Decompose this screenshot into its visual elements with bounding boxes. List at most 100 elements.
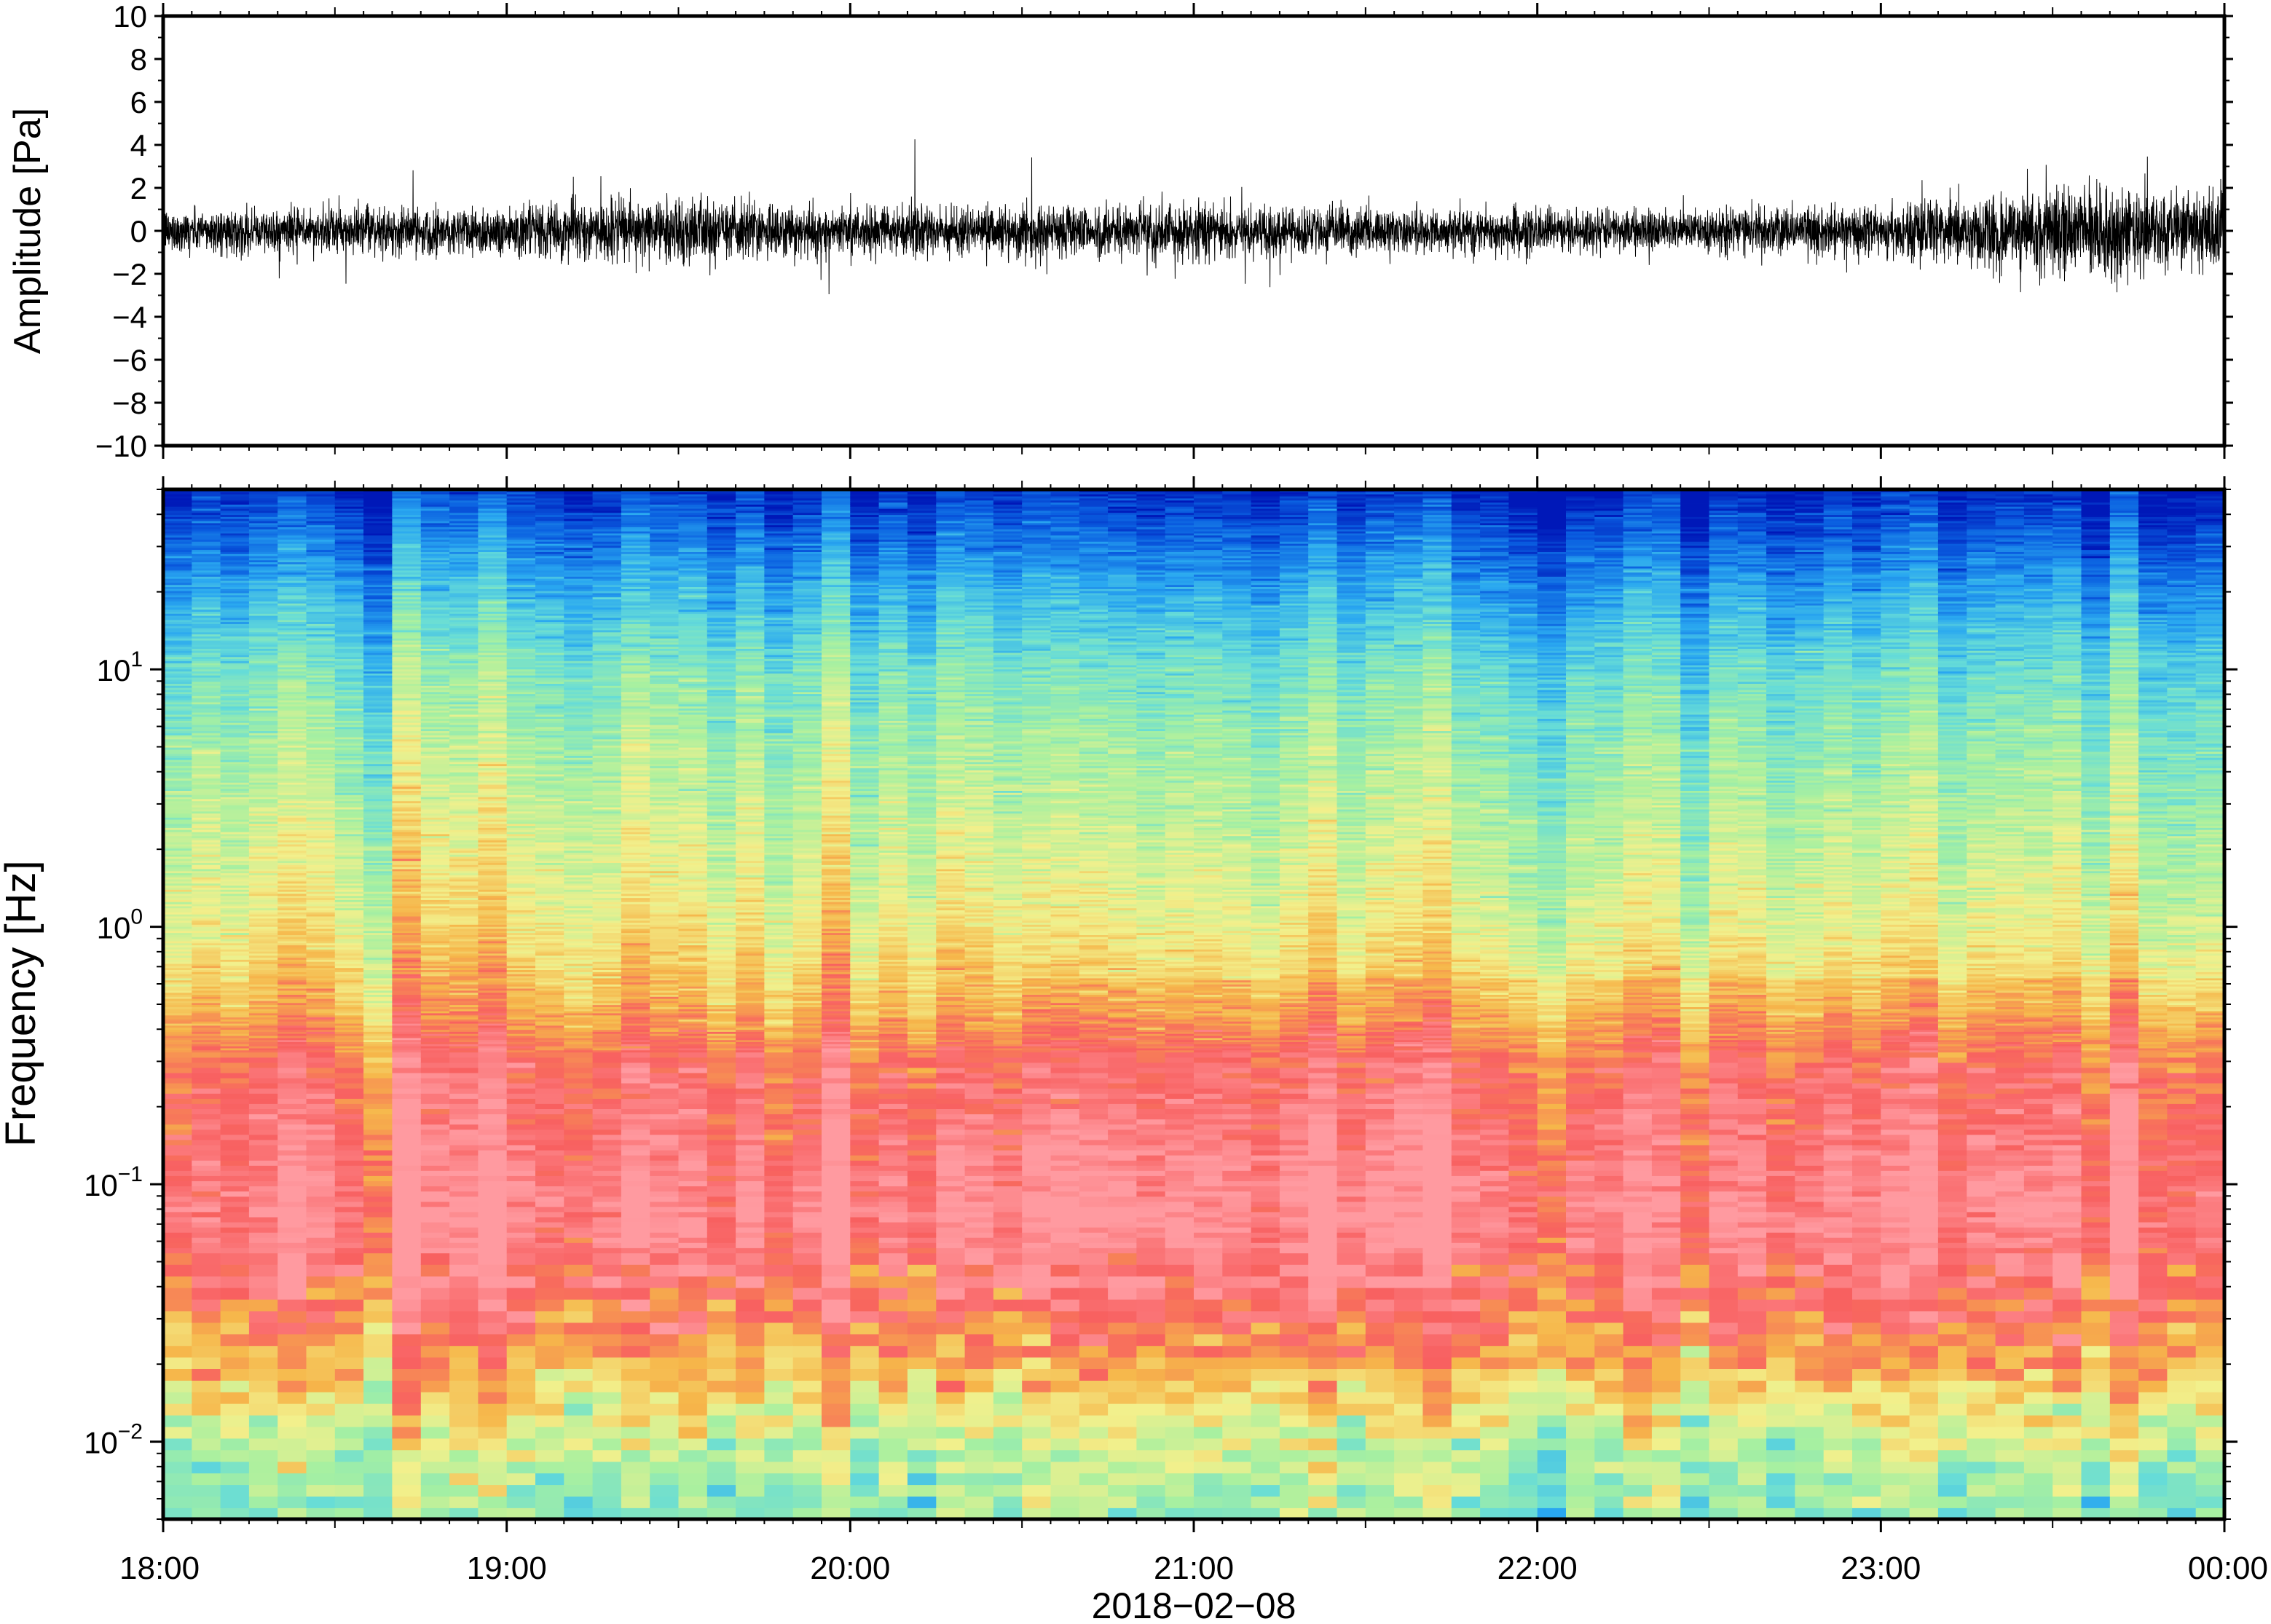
spectrogram-cell bbox=[248, 763, 279, 767]
spectrogram-cell bbox=[449, 947, 479, 950]
spectrogram-cell bbox=[449, 1164, 479, 1171]
spectrogram-cell bbox=[449, 716, 479, 719]
spectrogram-cell bbox=[278, 654, 307, 658]
spectrogram-cell bbox=[163, 561, 193, 564]
spectrogram-cell bbox=[449, 1045, 479, 1049]
spectrogram-cell bbox=[306, 553, 336, 556]
spectrogram-cell bbox=[163, 1103, 193, 1109]
spectrogram-cell bbox=[192, 738, 221, 742]
spectrogram-cell bbox=[248, 679, 279, 682]
spectrogram-cell bbox=[535, 1108, 565, 1115]
spectrogram-cell bbox=[449, 588, 479, 591]
spectrogram-cell bbox=[334, 1014, 365, 1018]
spectrogram-cell bbox=[449, 1403, 479, 1416]
spectrogram-cell bbox=[248, 945, 279, 947]
spectrogram-cell bbox=[420, 813, 451, 816]
spectrogram-cell bbox=[392, 1368, 422, 1381]
spectrogram-cell bbox=[449, 913, 479, 917]
spectrogram-cell bbox=[248, 1029, 279, 1032]
spectrogram-cell bbox=[192, 751, 221, 754]
spectrogram-cell bbox=[506, 1449, 536, 1462]
spectrogram-cell bbox=[306, 757, 336, 760]
spectrogram-cell bbox=[363, 975, 393, 979]
spectrogram-cell bbox=[392, 790, 422, 793]
spectrogram-cell bbox=[535, 1129, 565, 1135]
spectrogram-cell bbox=[220, 786, 250, 789]
spectrogram-cell bbox=[392, 1484, 422, 1497]
spectrogram-cell bbox=[192, 530, 221, 534]
spectrogram-cell bbox=[478, 817, 508, 820]
spectrogram-cell bbox=[192, 535, 221, 538]
spectrogram-cell bbox=[392, 926, 422, 929]
spectrogram-cell bbox=[420, 594, 451, 598]
spectrogram-cell bbox=[163, 805, 193, 808]
spectrogram-cell bbox=[392, 666, 422, 670]
spectrogram-cell bbox=[163, 880, 193, 884]
spectrogram-cell bbox=[278, 1287, 307, 1300]
spectrogram-cell bbox=[278, 1175, 307, 1181]
spectrogram-cell bbox=[163, 1139, 193, 1146]
spectrogram-cell bbox=[192, 759, 221, 762]
spectrogram-cell bbox=[192, 508, 221, 511]
spectrogram-cell bbox=[420, 1473, 451, 1486]
spectrogram-cell bbox=[420, 819, 451, 822]
spectrogram-cell bbox=[420, 582, 451, 586]
spectrogram-cell bbox=[392, 611, 422, 614]
spectrogram-cell bbox=[334, 975, 365, 979]
y-tick-label: 8 bbox=[130, 42, 147, 76]
spectrogram-cell bbox=[192, 887, 221, 890]
spectrogram-cell bbox=[334, 965, 365, 969]
spectrogram-cell bbox=[449, 1113, 479, 1120]
spectrogram-cell bbox=[278, 998, 307, 1001]
spectrogram-cell bbox=[220, 1159, 250, 1166]
spectrogram-cell bbox=[248, 683, 279, 686]
spectrogram-cell bbox=[306, 749, 336, 752]
spectrogram-cell bbox=[506, 1077, 536, 1084]
spectrogram-cell bbox=[334, 971, 365, 974]
spectrogram-cell bbox=[392, 1201, 422, 1207]
spectrogram-cell bbox=[420, 765, 451, 768]
spectrogram-cell bbox=[278, 992, 307, 995]
spectrogram-cell bbox=[506, 1403, 536, 1416]
spectrogram-cell bbox=[334, 833, 365, 837]
spectrogram-cell bbox=[278, 524, 307, 527]
spectrogram-cell bbox=[392, 928, 422, 931]
spectrogram-cell bbox=[306, 535, 336, 538]
spectrogram-cell bbox=[420, 796, 451, 800]
spectrogram-cell bbox=[334, 650, 365, 653]
spectrogram-cell bbox=[478, 895, 508, 899]
spectrogram-cell bbox=[163, 910, 193, 912]
spectrogram-cell bbox=[420, 1021, 451, 1024]
spectrogram-cell bbox=[248, 1014, 279, 1018]
spectrogram-cell bbox=[220, 718, 250, 721]
spectrogram-cell bbox=[449, 578, 479, 581]
spectrogram-cell bbox=[192, 1087, 221, 1094]
spectrogram-cell bbox=[306, 945, 336, 947]
spectrogram-cell bbox=[420, 584, 451, 587]
spectrogram-cell bbox=[535, 1473, 565, 1486]
spectrogram-cell bbox=[248, 516, 279, 519]
spectrogram-cell bbox=[449, 957, 479, 960]
spectrogram-cell bbox=[192, 497, 221, 501]
spectrogram-cell bbox=[392, 959, 422, 962]
spectrogram-cell bbox=[278, 1062, 307, 1068]
spectrogram-cell bbox=[420, 1247, 451, 1253]
spectrogram-cell bbox=[334, 510, 365, 513]
spectrogram-cell bbox=[192, 848, 221, 851]
spectrogram-cell bbox=[392, 639, 422, 643]
spectrogram-cell bbox=[163, 1345, 193, 1358]
spectrogram-cell bbox=[334, 856, 365, 859]
spectrogram-cell bbox=[392, 825, 422, 828]
spectrogram-cell bbox=[478, 1211, 508, 1218]
spectrogram-cell bbox=[306, 1287, 336, 1300]
spectrogram-cell bbox=[392, 938, 422, 942]
spectrogram-cell bbox=[535, 1226, 565, 1233]
spectrogram-cell bbox=[163, 703, 193, 707]
spectrogram-cell bbox=[248, 1226, 279, 1233]
spectrogram-cell bbox=[478, 1039, 508, 1042]
spectrogram-cell bbox=[306, 1010, 336, 1014]
spectrogram-cell bbox=[392, 961, 422, 964]
spectrogram-cell bbox=[420, 977, 451, 981]
spectrogram-cell bbox=[306, 1253, 336, 1265]
spectrogram-cell bbox=[363, 813, 393, 816]
